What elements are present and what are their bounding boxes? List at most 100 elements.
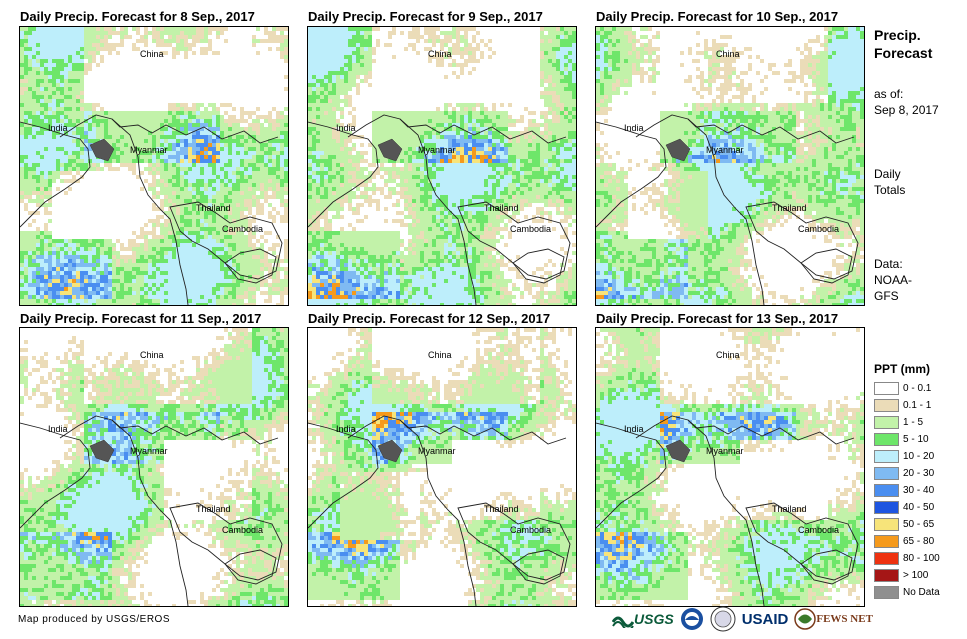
data-line3: GFS: [874, 289, 899, 303]
data-line1: Data:: [874, 257, 903, 271]
data-source: Data: NOAA- GFS: [874, 256, 912, 304]
legend-label: 65 - 80: [903, 536, 935, 547]
map-label-thailand: Thailand: [196, 504, 231, 514]
fewsnet-logo-text: FEWS NET: [816, 613, 873, 625]
legend-swatch: [874, 501, 899, 514]
map-label-india: India: [336, 123, 356, 133]
precip-raster: China India Myanmar Thailand Cambodia: [596, 328, 864, 606]
legend-label: 1 - 5: [903, 417, 924, 428]
map-label-india: India: [48, 424, 68, 434]
map-label-myanmar: Myanmar: [706, 145, 744, 155]
legend-swatch: [874, 552, 899, 565]
credit-text: Map produced by USGS/EROS: [18, 614, 171, 625]
map-label-india: India: [624, 424, 644, 434]
usgs-logo-text: USGS: [634, 611, 674, 627]
map-label-china: China: [140, 49, 164, 59]
legend-swatch: [874, 467, 899, 480]
legend-item: 0.1 - 1: [874, 397, 940, 414]
panel-title-6: Daily Precip. Forecast for 13 Sep., 2017: [596, 311, 839, 326]
forecast-map-3: China India Myanmar Thailand Cambodia: [595, 26, 865, 306]
legend-item: 50 - 65: [874, 516, 940, 533]
fewsnet-logo: FEWS NET: [794, 608, 873, 630]
legend-item: 0 - 0.1: [874, 380, 940, 397]
as-of-label: as of:: [874, 87, 904, 101]
legend-label: 50 - 65: [903, 519, 935, 530]
legend-item: 40 - 50: [874, 499, 940, 516]
map-label-cambodia: Cambodia: [798, 525, 839, 535]
data-line2: NOAA-: [874, 273, 913, 287]
map-label-thailand: Thailand: [484, 504, 519, 514]
legend-label: 10 - 20: [903, 451, 935, 462]
legend-item: 10 - 20: [874, 448, 940, 465]
map-label-china: China: [716, 350, 740, 360]
legend: PPT (mm) 0 - 0.1 0.1 - 1 1 - 5 5 - 10 10 - 2…: [874, 362, 940, 601]
legend-swatch: [874, 518, 899, 531]
map-label-china: China: [716, 49, 740, 59]
map-label-thailand: Thailand: [484, 203, 519, 213]
legend-label: 5 - 10: [903, 434, 929, 445]
precip-raster: China India Myanmar Thailand Cambodia: [308, 328, 576, 606]
as-of-date: as of: Sep 8, 2017: [874, 86, 939, 118]
legend-swatch: [874, 535, 899, 548]
legend-swatch: [874, 416, 899, 429]
daily-totals-label: Daily Totals: [874, 166, 905, 198]
map-label-china: China: [428, 350, 452, 360]
sidebar-title: Precip. Forecast: [874, 26, 932, 62]
forecast-map-6: China India Myanmar Thailand Cambodia: [595, 327, 865, 607]
legend-swatch: [874, 586, 899, 599]
legend-item: 1 - 5: [874, 414, 940, 431]
dos-seal-icon: [710, 606, 736, 632]
map-label-myanmar: Myanmar: [130, 145, 168, 155]
panel-title-4: Daily Precip. Forecast for 11 Sep., 2017: [20, 311, 262, 326]
fewsnet-globe-icon: [794, 608, 817, 630]
legend-title: PPT (mm): [874, 362, 931, 376]
legend-item: > 100: [874, 567, 940, 584]
legend-label: 40 - 50: [903, 502, 935, 513]
panel-title-5: Daily Precip. Forecast for 12 Sep., 2017: [308, 311, 551, 326]
map-label-myanmar: Myanmar: [418, 446, 456, 456]
logo-bar: USGS USAID FEWS NET: [612, 606, 873, 632]
forecast-map-4: China India Myanmar Thailand Cambodia: [19, 327, 289, 607]
map-label-cambodia: Cambodia: [798, 224, 839, 234]
daily-line1: Daily: [874, 167, 901, 181]
map-label-india: India: [624, 123, 644, 133]
precip-raster: China India Myanmar Thailand Cambodia: [596, 27, 864, 305]
legend-swatch: [874, 569, 899, 582]
map-label-cambodia: Cambodia: [222, 525, 263, 535]
legend-label: > 100: [903, 570, 929, 581]
legend-swatch: [874, 450, 899, 463]
sidebar-title-line1: Precip.: [874, 27, 921, 43]
legend-item: 80 - 100: [874, 550, 940, 567]
map-label-china: China: [428, 49, 452, 59]
map-label-cambodia: Cambodia: [510, 525, 551, 535]
panel-title-1: Daily Precip. Forecast for 8 Sep., 2017: [20, 9, 255, 24]
sidebar-title-line2: Forecast: [874, 45, 933, 61]
map-label-thailand: Thailand: [196, 203, 231, 213]
map-label-thailand: Thailand: [772, 203, 807, 213]
legend-label: 20 - 30: [903, 468, 935, 479]
map-label-myanmar: Myanmar: [130, 446, 168, 456]
usgs-logo: USGS: [612, 610, 674, 628]
legend-swatch: [874, 433, 899, 446]
map-label-india: India: [48, 123, 68, 133]
noaa-logo-icon: [680, 608, 703, 630]
daily-line2: Totals: [874, 183, 906, 197]
map-label-india: India: [336, 424, 356, 434]
as-of-value: Sep 8, 2017: [874, 103, 939, 117]
legend-swatch: [874, 399, 899, 412]
map-label-cambodia: Cambodia: [510, 224, 551, 234]
map-label-myanmar: Myanmar: [706, 446, 744, 456]
map-label-china: China: [140, 350, 164, 360]
legend-item: 20 - 30: [874, 465, 940, 482]
legend-label: 80 - 100: [903, 553, 940, 564]
forecast-map-1: China India Myanmar Thailand Cambodia: [19, 26, 289, 306]
legend-label: No Data: [903, 587, 940, 598]
precip-raster: China India Myanmar Thailand Cambodia: [308, 27, 576, 305]
legend-swatch: [874, 382, 899, 395]
precip-raster: China India Myanmar Thailand Cambodia: [20, 328, 288, 606]
legend-label: 30 - 40: [903, 485, 935, 496]
legend-item: 5 - 10: [874, 431, 940, 448]
legend-item: 65 - 80: [874, 533, 940, 550]
usaid-logo: USAID: [741, 610, 789, 628]
usgs-wave-icon: [612, 616, 634, 628]
